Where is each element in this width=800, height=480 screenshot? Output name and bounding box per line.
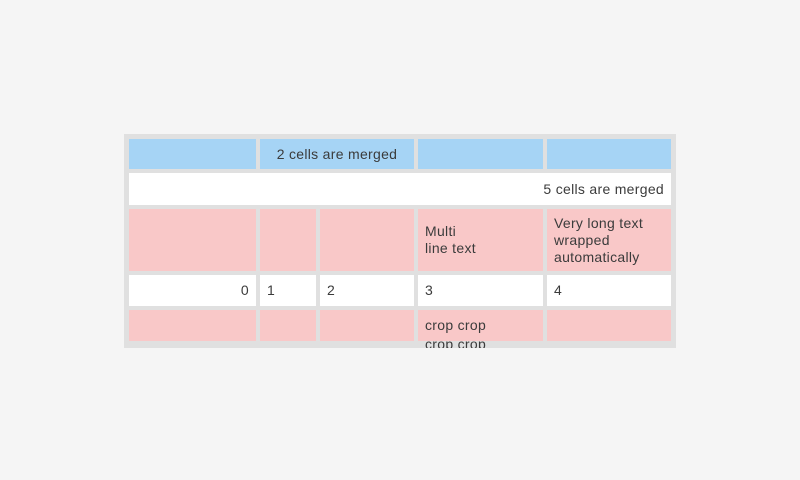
table-cell-r3c1[interactable]: 1 — [260, 275, 316, 306]
table-cell-r2c3-multiline[interactable]: Multi line text — [418, 209, 543, 271]
table-cell-r1-merged[interactable]: 5 cells are merged — [129, 173, 671, 205]
table-cell-r2c1[interactable] — [260, 209, 316, 271]
table-widget[interactable]: 2 cells are merged 5 cells are merged Mu… — [124, 134, 676, 348]
table-cell-r3c2[interactable]: 2 — [320, 275, 414, 306]
table-cell-r2c0[interactable] — [129, 209, 256, 271]
table-cell-r4c3-cropped-text[interactable]: crop crop crop crop — [418, 310, 543, 348]
table-cell-r4c4[interactable] — [547, 310, 671, 341]
table-cell-r0c4[interactable] — [547, 139, 671, 169]
table-cell-r4c1[interactable] — [260, 310, 316, 341]
table-cell-r4c0[interactable] — [129, 310, 256, 341]
table-cell-r3c0[interactable]: 0 — [129, 275, 256, 306]
table-cell-r3c3[interactable]: 3 — [418, 275, 543, 306]
table-cell-r0c1-merged[interactable]: 2 cells are merged — [260, 139, 414, 169]
table-cell-r2c2[interactable] — [320, 209, 414, 271]
table-cell-r0c0[interactable] — [129, 139, 256, 169]
table-cell-r4c2[interactable] — [320, 310, 414, 341]
table-cell-r2c4-wrapped[interactable]: Very long text wrapped automatically — [547, 209, 671, 271]
table-cell-r3c4[interactable]: 4 — [547, 275, 671, 306]
table-cell-r0c3[interactable] — [418, 139, 543, 169]
